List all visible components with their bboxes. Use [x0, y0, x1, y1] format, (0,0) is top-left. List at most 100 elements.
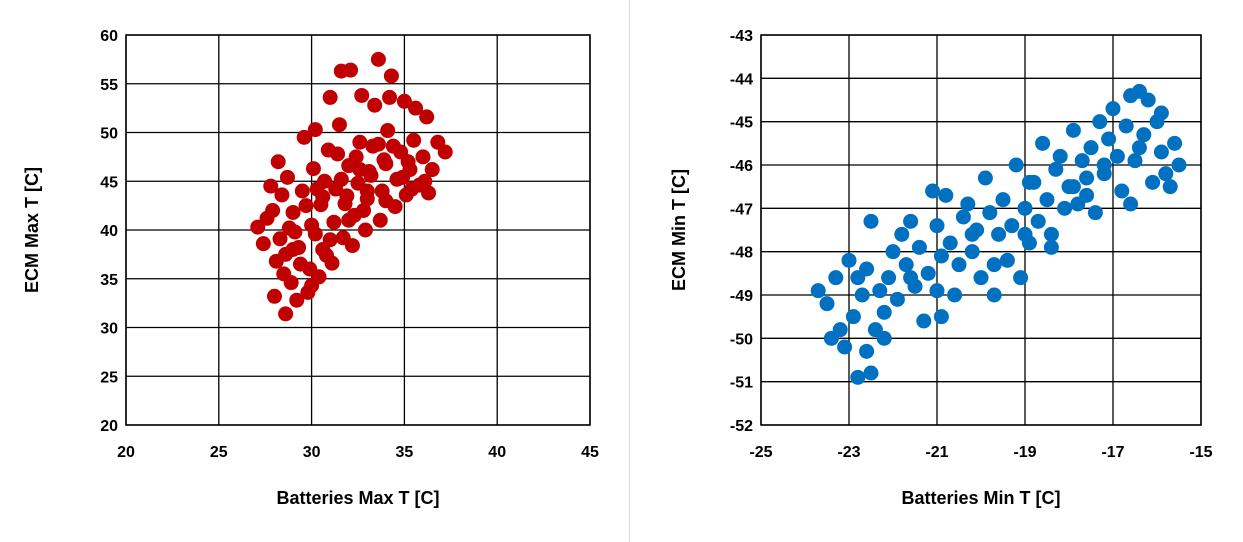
y-tick-label: 25: [100, 369, 118, 386]
data-point: [376, 152, 392, 168]
data-point: [406, 132, 422, 148]
data-point: [1004, 218, 1020, 234]
data-point: [828, 270, 844, 286]
y-tick-label: -45: [730, 115, 753, 132]
data-point: [1167, 135, 1183, 151]
data-point: [933, 309, 949, 325]
data-point: [964, 244, 980, 260]
y-tick-label: -51: [730, 375, 753, 392]
data-point: [307, 122, 323, 138]
y-tick-label: -44: [730, 71, 753, 88]
data-point: [396, 93, 412, 109]
data-point: [278, 306, 294, 322]
data-point: [380, 123, 396, 139]
data-point: [383, 68, 399, 84]
data-point: [421, 185, 437, 201]
x-tick-label: 35: [396, 444, 414, 461]
x-tick-label: -15: [1189, 444, 1212, 461]
x-tick-label: -19: [1013, 444, 1036, 461]
data-point: [1123, 196, 1139, 212]
y-tick-label: 20: [100, 418, 118, 435]
data-point: [285, 242, 301, 257]
data-point: [1030, 213, 1046, 229]
plot-frame: [760, 34, 1202, 426]
data-point: [977, 170, 993, 186]
data-point: [1048, 161, 1064, 177]
x-tick-label: 20: [117, 444, 135, 461]
data-point: [363, 167, 379, 183]
plot-frame: [125, 34, 591, 426]
data-point: [352, 162, 368, 178]
data-point: [823, 330, 839, 346]
x-tick-label: 25: [210, 444, 228, 461]
x-tick-label: -21: [925, 444, 948, 461]
y-tick-label: 60: [100, 28, 118, 45]
data-point: [999, 252, 1015, 268]
data-point: [417, 173, 433, 189]
data-point: [850, 369, 866, 385]
data-point: [894, 226, 910, 242]
y-tick-label: 35: [100, 272, 118, 289]
data-point: [1057, 200, 1073, 216]
chart-panel-max: 20 25 30 35 40 45 20 25 30 35 40 45 50 55 60 Batteries…: [22, 0, 630, 542]
y-tick-label: 50: [100, 126, 118, 143]
data-point: [370, 51, 386, 67]
data-point: [898, 257, 914, 273]
data-point: [960, 196, 976, 212]
x-axis-title: Batteries Max T [C]: [276, 488, 439, 508]
x-tick-label: -17: [1101, 444, 1124, 461]
data-point: [292, 256, 308, 272]
y-tick-label: -46: [730, 158, 753, 175]
data-point: [863, 213, 879, 229]
data-point: [272, 231, 288, 247]
data-point: [837, 339, 853, 355]
data-point: [1118, 118, 1134, 134]
data-point: [920, 265, 936, 281]
data-point: [343, 62, 359, 78]
data-point: [850, 270, 866, 286]
data-point: [1013, 270, 1029, 286]
data-point: [307, 226, 323, 242]
data-point: [415, 149, 431, 165]
data-point: [845, 309, 861, 325]
data-point: [942, 235, 958, 251]
y-tick-label: -49: [730, 288, 753, 305]
x-axis-title: Batteries Min T [C]: [901, 488, 1060, 508]
x-tick-label: 40: [488, 444, 506, 461]
data-point: [266, 288, 282, 304]
data-point: [929, 218, 945, 234]
data-point: [903, 270, 919, 286]
data-point: [995, 192, 1011, 208]
y-axis-title: ECM Min T [C]: [669, 169, 689, 291]
data-point: [1109, 148, 1125, 164]
data-point: [1145, 174, 1161, 190]
y-tick-label: 55: [100, 77, 118, 94]
data-point: [982, 205, 998, 221]
data-point: [819, 296, 835, 312]
data-point: [1127, 153, 1143, 169]
data-point: [1079, 187, 1095, 203]
data-point: [330, 146, 346, 162]
data-point: [270, 154, 286, 170]
data-point: [276, 266, 292, 282]
chart-panel-min: -25 -23 -21 -19 -17 -15 -52 -51 -50 -49 -48 -47 -46 -…: [630, 0, 1243, 542]
data-point: [263, 178, 279, 194]
data-point: [854, 287, 870, 303]
data-point: [1105, 101, 1121, 117]
data-point: [339, 188, 355, 204]
data-point: [279, 169, 295, 185]
data-point: [916, 313, 932, 329]
data-point: [385, 138, 401, 154]
data-point: [359, 183, 375, 199]
data-point: [1043, 239, 1059, 255]
data-point: [947, 287, 963, 303]
data-point: [925, 183, 941, 199]
data-point: [1052, 148, 1068, 164]
data-point: [933, 248, 949, 264]
data-point: [973, 270, 989, 286]
data-point: [372, 212, 388, 228]
data-point: [333, 171, 349, 187]
y-tick-label: 45: [100, 174, 118, 191]
data-point: [1171, 157, 1187, 173]
data-point: [304, 278, 320, 294]
